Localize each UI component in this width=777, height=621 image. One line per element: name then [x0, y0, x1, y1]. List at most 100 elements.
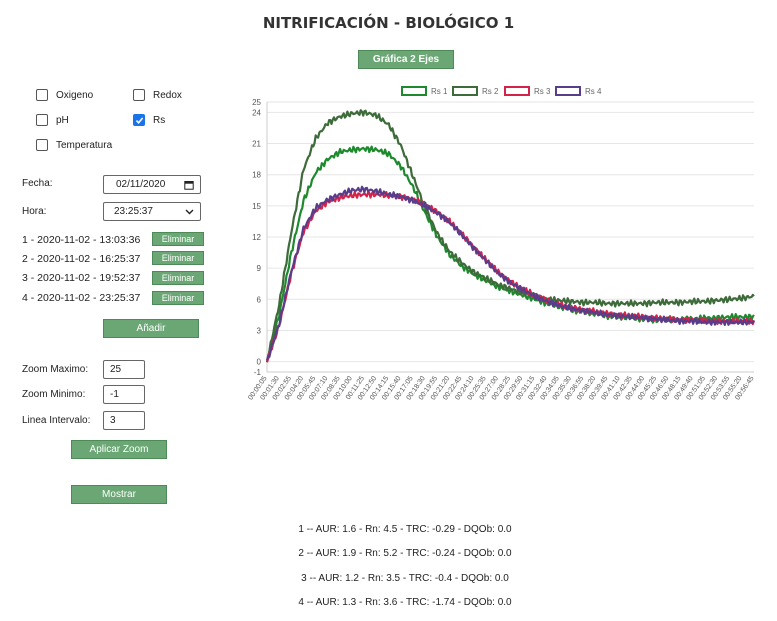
legend-label-4: Rs 4: [585, 87, 602, 96]
delete-entry-4-button[interactable]: Eliminar: [152, 291, 204, 305]
legend-swatch-1: [401, 86, 427, 96]
y-tick-label: 18: [252, 171, 261, 180]
x-tick-label: 00:04:20: [284, 375, 305, 401]
checkbox-box[interactable]: [36, 139, 48, 151]
checkbox-box-checked[interactable]: [133, 114, 145, 126]
x-tick-label: 00:27:00: [479, 375, 500, 401]
legend-label-2: Rs 2: [482, 87, 499, 96]
y-tick-label: 21: [252, 140, 261, 149]
x-tick-label: 00:05:45: [296, 375, 317, 401]
checkbox-ph[interactable]: pH: [36, 114, 69, 126]
x-tick-label: 00:12:50: [357, 375, 378, 401]
zoom-min-input[interactable]: -1: [103, 385, 145, 404]
delete-entry-3-button[interactable]: Eliminar: [152, 271, 204, 285]
x-tick-label: 00:19:55: [418, 375, 439, 401]
x-tick-label: 00:15:40: [381, 375, 402, 401]
x-tick-label: 00:25:35: [466, 375, 487, 401]
x-tick-label: 00:14:15: [369, 375, 390, 401]
x-tick-label: 00:21:20: [430, 375, 451, 401]
interval-input[interactable]: 3: [103, 411, 145, 430]
hora-label: Hora:: [22, 206, 47, 217]
checkbox-oxigeno[interactable]: Oxigeno: [36, 89, 93, 101]
entry-text: 4 - 2020-11-02 - 23:25:37: [22, 292, 141, 304]
x-tick-label: 00:36:55: [564, 375, 585, 401]
entry-text: 3 - 2020-11-02 - 19:52:37: [22, 272, 141, 284]
y-tick-label: 24: [252, 108, 261, 117]
x-tick-label: 00:32:40: [527, 375, 548, 401]
graph-2-axes-button[interactable]: Gráfica 2 Ejes: [358, 50, 454, 69]
calendar-icon[interactable]: [184, 180, 194, 190]
legend-label-1: Rs 1: [431, 87, 448, 96]
x-tick-label: 00:24:10: [454, 375, 475, 401]
hora-value: 23:25:37: [114, 206, 153, 217]
x-tick-label: 00:51:05: [686, 375, 707, 401]
x-tick-label: 00:18:30: [406, 375, 427, 401]
page-title: NITRIFICACIÓN - BIOLÓGICO 1: [262, 14, 515, 32]
checkbox-box[interactable]: [133, 89, 145, 101]
x-tick-label: 00:02:55: [272, 375, 293, 401]
x-tick-label: 00:46:50: [649, 375, 670, 401]
delete-entry-1-button[interactable]: Eliminar: [152, 232, 204, 246]
series-line-1: [265, 145, 755, 362]
apply-zoom-button[interactable]: Aplicar Zoom: [71, 440, 167, 459]
legend-label-3: Rs 3: [534, 87, 551, 96]
checkbox-rs[interactable]: Rs: [133, 114, 165, 126]
x-tick-label: 00:17:05: [393, 375, 414, 401]
delete-entry-2-button[interactable]: Eliminar: [152, 251, 204, 265]
x-tick-label: 00:11:25: [345, 375, 366, 401]
show-button[interactable]: Mostrar: [71, 485, 167, 504]
x-tick-label: 00:53:55: [710, 375, 731, 401]
add-button[interactable]: Añadir: [103, 319, 199, 338]
x-tick-label: 00:07:10: [308, 375, 329, 401]
summary-line-2: 2 -- AUR: 1.9 - Rn: 5.2 - TRC: -0.24 - D…: [298, 548, 512, 559]
x-tick-label: 00:34:05: [539, 375, 560, 401]
x-tick-label: 00:28:25: [491, 375, 512, 401]
x-tick-label: 00:38:20: [576, 375, 597, 401]
x-tick-label: 00:08:35: [320, 375, 341, 401]
y-tick-label: 0: [257, 358, 262, 367]
x-tick-label: 00:29:50: [503, 375, 524, 401]
checkbox-box[interactable]: [36, 114, 48, 126]
x-tick-label: 00:44:00: [625, 375, 646, 401]
series-line-3: [265, 190, 756, 363]
zoom-min-label: Zoom Minimo:: [22, 389, 86, 400]
x-tick-label: 00:31:15: [515, 375, 536, 401]
x-tick-label: 00:48:15: [661, 375, 682, 401]
zoom-max-input[interactable]: 25: [103, 360, 145, 379]
y-tick-label: -1: [254, 368, 262, 377]
x-tick-label: 00:42:35: [613, 375, 634, 401]
y-tick-label: 6: [257, 295, 262, 304]
checkbox-label: Oxigeno: [56, 89, 94, 101]
summary-line-1: 1 -- AUR: 1.6 - Rn: 4.5 - TRC: -0.29 - D…: [298, 524, 512, 535]
summary-line-3: 3 -- AUR: 1.2 - Rn: 3.5 - TRC: -0.4 - DQ…: [301, 573, 509, 584]
x-tick-label: 00:41:10: [600, 375, 621, 401]
y-tick-label: 9: [257, 264, 262, 273]
y-tick-label: 15: [252, 202, 261, 211]
hora-select[interactable]: 23:25:37: [103, 202, 201, 221]
fecha-input[interactable]: 02/11/2020: [103, 175, 201, 194]
checkbox-temperatura[interactable]: Temperatura: [36, 139, 112, 151]
checkbox-redox[interactable]: Redox: [133, 89, 182, 101]
x-tick-label: 00:52:30: [698, 375, 719, 401]
interval-label: Linea Intervalo:: [22, 415, 91, 426]
series-line-2: [266, 109, 755, 361]
y-tick-label: 25: [252, 98, 261, 107]
entry-text: 2 - 2020-11-02 - 16:25:37: [22, 253, 141, 265]
series-line-4: [265, 185, 755, 361]
entry-text: 1 - 2020-11-02 - 13:03:36: [22, 234, 141, 246]
checkmark-icon: [135, 116, 143, 124]
zoom-max-label: Zoom Maximo:: [22, 364, 89, 375]
y-tick-label: 12: [252, 233, 261, 242]
x-tick-label: 00:35:30: [552, 375, 573, 401]
checkbox-box[interactable]: [36, 89, 48, 101]
fecha-label: Fecha:: [22, 178, 53, 189]
fecha-value: 02/11/2020: [116, 179, 166, 190]
summary-line-4: 4 -- AUR: 1.3 - Rn: 3.6 - TRC: -1.74 - D…: [298, 597, 512, 608]
x-tick-label: 00:56:45: [734, 375, 755, 401]
legend-swatch-2: [452, 86, 478, 96]
legend-swatch-4: [555, 86, 581, 96]
x-tick-label: 00:01:30: [259, 375, 280, 401]
x-tick-label: 00:55:20: [722, 375, 743, 401]
x-tick-label: 00:22:45: [442, 375, 463, 401]
x-tick-label: 00:10:00: [332, 375, 353, 401]
